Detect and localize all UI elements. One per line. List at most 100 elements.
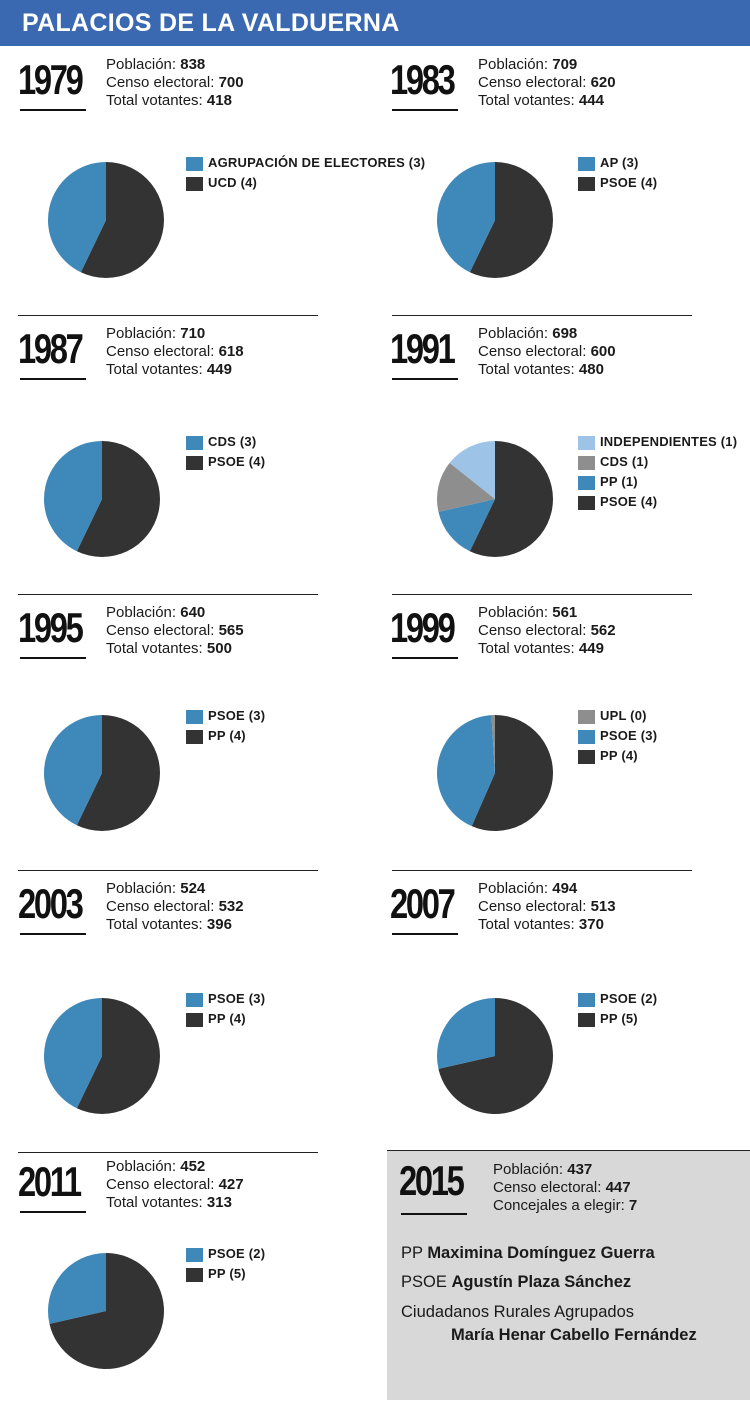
votantes-line: Total votantes: 313	[106, 1194, 244, 1212]
votantes-line: Total votantes: 444	[478, 92, 616, 110]
votantes-line: Total votantes: 480	[478, 361, 616, 379]
legend-swatch	[186, 730, 203, 744]
censo-label: Censo electoral:	[478, 343, 587, 360]
year-2015: 2015	[399, 1157, 465, 1204]
year-1999: 1999	[390, 604, 456, 651]
legend-swatch	[578, 750, 595, 764]
candidate-party-cra: Ciudadanos Rurales Agrupados	[401, 1303, 634, 1321]
pie-chart-1999	[436, 715, 553, 831]
censo-value: 600	[590, 343, 616, 360]
year-underline	[392, 657, 458, 659]
year-1983: 1983	[390, 56, 456, 103]
legend-label: PSOE (3)	[600, 728, 658, 743]
poblacion-value: 524	[180, 880, 206, 897]
censo-value: 562	[590, 622, 616, 639]
legend-label: PP (1)	[600, 474, 638, 489]
poblacion-label: Población:	[478, 604, 549, 621]
panel-1983: 1983 Población: 709 Censo electoral: 620 To…	[390, 48, 750, 318]
poblacion-line: Población: 709	[478, 56, 616, 74]
separator-line	[18, 1152, 318, 1153]
poblacion-value: 698	[552, 325, 578, 342]
panel-1995: 1995 Población: 640 Censo electoral: 565 To…	[18, 596, 388, 866]
pie-slice-pp-4	[471, 715, 553, 831]
poblacion-value: 561	[552, 604, 578, 621]
poblacion-label: Población:	[478, 325, 549, 342]
votantes-label: Total votantes:	[478, 361, 575, 378]
pie-slice-ap-3	[436, 162, 495, 273]
votantes-label: Total votantes:	[106, 1194, 203, 1211]
censo-label: Censo electoral:	[106, 74, 215, 91]
separator-line	[18, 870, 318, 871]
candidate-pp: PP Maximina Domínguez Guerra	[401, 1244, 655, 1262]
separator-line	[392, 594, 692, 595]
year-underline	[392, 933, 458, 935]
legend-label: CDS (3)	[208, 434, 257, 449]
pie-chart-1991	[436, 441, 553, 557]
votantes-value: 449	[578, 640, 604, 657]
legend-swatch	[186, 436, 203, 450]
censo-line: Censo electoral: 427	[106, 1176, 244, 1194]
censo-label: Censo electoral:	[106, 343, 215, 360]
votantes-value: 449	[206, 361, 232, 378]
panel-2007: 2007 Población: 494 Censo electoral: 513 To…	[390, 872, 750, 1142]
legend-swatch	[578, 993, 595, 1007]
votantes-line: Total votantes: 370	[478, 916, 616, 934]
year-underline	[392, 378, 458, 380]
year-underline	[20, 933, 86, 935]
poblacion-label: Población:	[106, 56, 177, 73]
votantes-line: Total votantes: 500	[106, 640, 244, 658]
legend-label: PSOE (4)	[600, 494, 658, 509]
legend-label: AP (3)	[600, 155, 639, 170]
votantes-value: 444	[578, 92, 604, 109]
header-bar: PALACIOS DE LA VALDUERNA	[0, 0, 750, 46]
votantes-label: Total votantes:	[106, 916, 203, 933]
censo-value: 513	[590, 898, 616, 915]
censo-value: 532	[218, 898, 244, 915]
votantes-line: Total votantes: 449	[106, 361, 244, 379]
panel-2011: 2011 Población: 452 Censo electoral: 427 To…	[18, 1150, 388, 1420]
legend-swatch	[578, 730, 595, 744]
legend-swatch	[578, 157, 595, 171]
stats-2015: Población: 437 Censo electoral: 447 Conc…	[493, 1161, 637, 1215]
stats-1999: Población: 561 Censo electoral: 562 Total …	[478, 604, 616, 658]
pie-chart-1987	[43, 441, 160, 557]
censo-value: 565	[218, 622, 244, 639]
pie-chart-2007	[436, 998, 553, 1114]
votantes-label: Total votantes:	[106, 640, 203, 657]
stats-1991: Población: 698 Censo electoral: 600 Total …	[478, 325, 616, 379]
panel-2003: 2003 Población: 524 Censo electoral: 532 To…	[18, 872, 388, 1142]
censo-line: Censo electoral: 700	[106, 74, 244, 92]
votantes-line: Total votantes: 396	[106, 916, 244, 934]
legend-label: PSOE (3)	[208, 708, 266, 723]
legend-swatch	[186, 710, 203, 724]
poblacion-value: 494	[552, 880, 578, 897]
year-1979: 1979	[18, 56, 84, 103]
legend-swatch	[186, 456, 203, 470]
votantes-label: Total votantes:	[478, 640, 575, 657]
panel-1999: 1999 Población: 561 Censo electoral: 562 To…	[390, 596, 750, 866]
year-underline	[392, 109, 458, 111]
year-underline	[20, 109, 86, 111]
pie-slice-psoe-3	[436, 715, 495, 827]
votantes-label: Total votantes:	[478, 916, 575, 933]
votantes-line: Total votantes: 418	[106, 92, 244, 110]
pie-chart-2011	[47, 1253, 164, 1369]
legend-swatch	[578, 496, 595, 510]
votantes-value: 396	[206, 916, 232, 933]
stats-1983: Población: 709 Censo electoral: 620 Total …	[478, 56, 616, 110]
separator-line	[18, 594, 318, 595]
poblacion-line: Población: 640	[106, 604, 244, 622]
pie-chart-1995	[43, 715, 160, 831]
poblacion-line: Población: 838	[106, 56, 244, 74]
votantes-value: 480	[578, 361, 604, 378]
censo-value: 620	[590, 74, 616, 91]
legend-swatch	[186, 157, 203, 171]
pie-slice-psoe-3	[43, 998, 102, 1109]
pie-slice-psoe-3	[43, 715, 102, 826]
year-underline	[20, 378, 86, 380]
poblacion-line: Población: 452	[106, 1158, 244, 1176]
pie-slice-pp-5	[438, 998, 553, 1114]
poblacion-line: Población: 710	[106, 325, 244, 343]
year-2011: 2011	[18, 1158, 82, 1205]
pie-slice-psoe-4	[469, 441, 553, 557]
